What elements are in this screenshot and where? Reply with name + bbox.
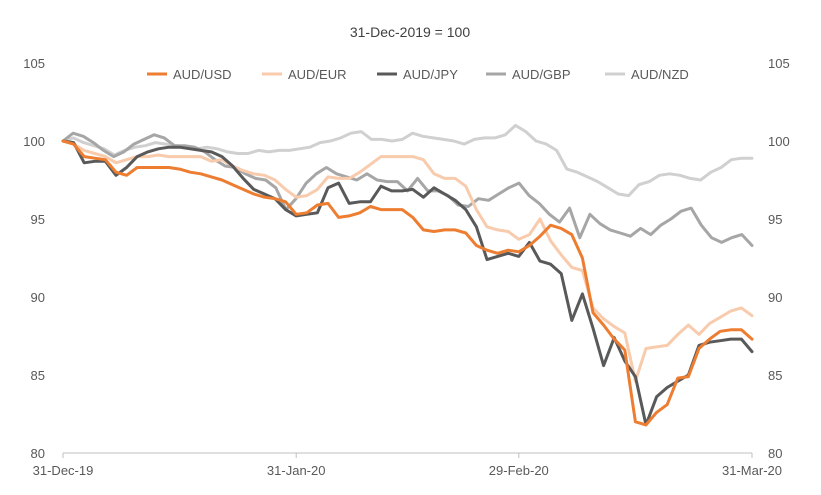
y-tick-label-right: 90: [768, 290, 782, 305]
legend-label: AUD/USD: [173, 67, 232, 82]
y-tick-label-right: 80: [768, 446, 782, 461]
y-tick-label-left: 80: [31, 446, 45, 461]
y-tick-label-left: 90: [31, 290, 45, 305]
y-tick-label-right: 95: [768, 212, 782, 227]
x-tick-label: 31-Jan-20: [267, 463, 326, 478]
series-line-aud-eur: [61, 139, 754, 383]
legend: AUD/USD AUD/EUR AUD/JPY AUD/GBP AUD/NZD: [147, 67, 689, 82]
y-tick-label-left: 95: [31, 212, 45, 227]
y-tick-label-right: 105: [768, 56, 790, 71]
legend-label: AUD/NZD: [631, 67, 689, 82]
y-tick-label-left: 100: [23, 134, 45, 149]
series-lines: [61, 123, 754, 427]
series-line-aud-usd: [61, 139, 754, 427]
legend-label: AUD/GBP: [512, 67, 571, 82]
x-tick-label: 31-Mar-20: [722, 463, 782, 478]
chart-title: 31-Dec-2019 = 100: [350, 24, 470, 40]
x-tick-label: 29-Feb-20: [489, 463, 549, 478]
legend-label: AUD/EUR: [288, 67, 347, 82]
y-tick-label-left: 85: [31, 368, 45, 383]
legend-label: AUD/JPY: [403, 67, 458, 82]
series-line-aud-nzd: [61, 123, 754, 198]
axes: 80 80 85 85 90 90 95 95 100 100 105 105 31-Dec-19 31-…: [23, 56, 789, 478]
y-tick-label-right: 85: [768, 368, 782, 383]
y-tick-label-left: 105: [23, 56, 45, 71]
x-tick-label: 31-Dec-19: [33, 463, 94, 478]
series-line-aud-jpy: [61, 139, 754, 427]
y-tick-label-right: 100: [768, 134, 790, 149]
